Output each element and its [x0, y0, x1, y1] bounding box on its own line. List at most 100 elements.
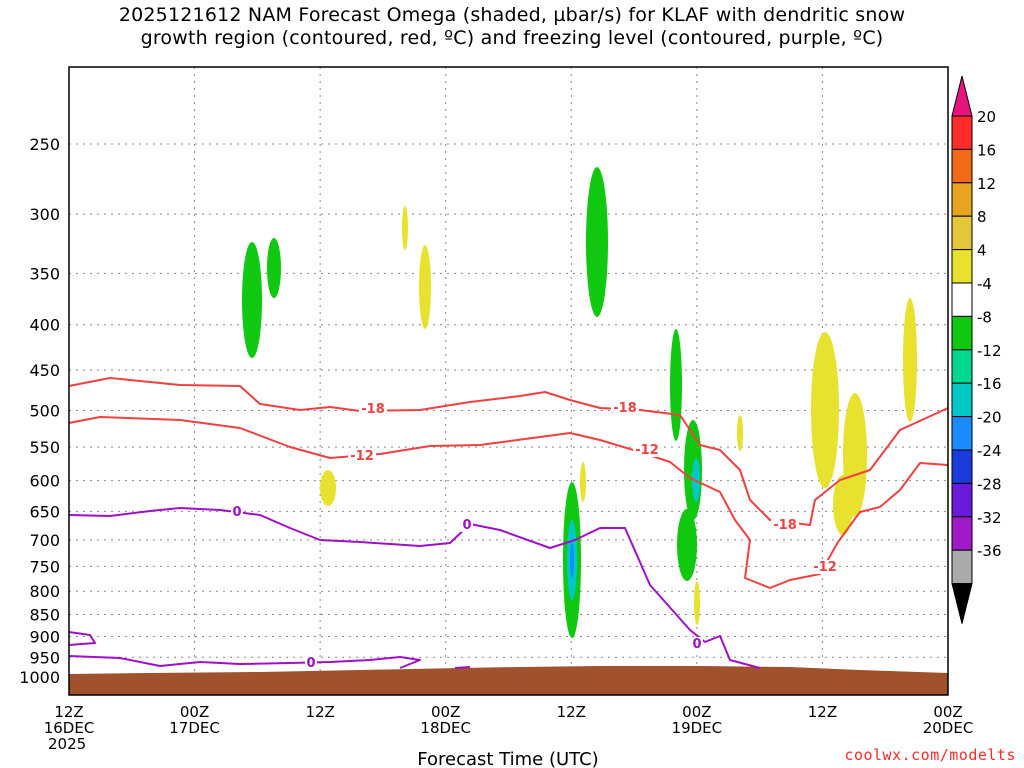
- x-tick-label: 2025: [48, 735, 86, 753]
- omega-blob: [670, 329, 682, 441]
- colorbar-swatch: [951, 482, 973, 518]
- colorbar-swatch: [951, 416, 973, 451]
- omega-blob: [402, 206, 408, 250]
- colorbar-swatch: [951, 449, 973, 484]
- dgz-label-bg: [359, 402, 387, 416]
- dgz-contour-label: -18: [361, 402, 385, 417]
- omega-blob: [242, 242, 262, 358]
- x-tick-label: 18DEC: [420, 719, 471, 737]
- dgz-contour-label: -12: [350, 449, 374, 464]
- colorbar-label: -32: [977, 509, 1002, 527]
- y-tick-label: 650: [29, 502, 60, 521]
- x-tick-label: 12Z: [808, 703, 837, 721]
- colorbar-swatch: [951, 516, 973, 551]
- x-tick-label: 12Z: [54, 703, 83, 721]
- colorbar-swatch: [951, 148, 973, 184]
- colorbar-swatch: [951, 349, 973, 384]
- y-tick-label: 500: [29, 402, 60, 421]
- omega-blob: [694, 581, 700, 625]
- dgz-contour-label: -18: [613, 401, 637, 416]
- x-tick-label: 00Z: [431, 703, 460, 721]
- colorbar-swatch: [951, 115, 973, 150]
- y-tick-label: 550: [29, 438, 60, 457]
- colorbar: 20 16 12 8 4 -4 -8 -12 -16 -20 -24 -28 -32 -36: [951, 75, 1002, 624]
- y-tick-label: 600: [29, 472, 60, 491]
- colorbar-label: -8: [977, 308, 992, 326]
- title-line-2: growth region (contoured, red, ºC) and f…: [140, 27, 884, 49]
- y-tick-label: 1000: [19, 668, 60, 687]
- freezing-label-bg: [305, 656, 317, 670]
- colorbar-label: -36: [977, 542, 1002, 560]
- colorbar-label: -28: [977, 475, 1002, 493]
- contour-labels: -18 -12 -18 -12 -18 -12 0 0 0 0: [231, 401, 839, 671]
- freezing-contour-label: 0: [692, 637, 701, 652]
- colorbar-label: 20: [977, 108, 996, 126]
- omega-blob: [419, 245, 431, 329]
- x-tick-label: 12Z: [557, 703, 586, 721]
- colorbar-swatch: [951, 215, 973, 251]
- x-tick-label: 19DEC: [672, 719, 723, 737]
- y-tick-label: 700: [29, 531, 60, 550]
- freezing-contour-label: 0: [462, 518, 471, 533]
- colorbar-swatch: [951, 315, 973, 351]
- colorbar-swatch: [951, 182, 973, 217]
- omega-blob: [267, 238, 281, 298]
- x-tick-label: 00Z: [682, 703, 711, 721]
- y-tick-label: 300: [29, 205, 60, 224]
- dgz-contour-label: -18: [773, 518, 797, 533]
- plot-background: [69, 67, 948, 695]
- y-tick-label: 400: [29, 316, 60, 335]
- terrain: [69, 666, 948, 695]
- omega-blob: [570, 542, 574, 578]
- omega-blob: [320, 470, 336, 506]
- colorbar-label: 16: [977, 141, 996, 159]
- y-tick-label: 750: [29, 557, 60, 576]
- dgz-label-bg: [771, 518, 799, 532]
- x-tick-label: 00Z: [180, 703, 209, 721]
- omega-blob: [586, 167, 608, 317]
- y-tick-label: 350: [29, 264, 60, 283]
- freezing-contour-label: 0: [306, 656, 315, 671]
- x-tick-label: 16DEC: [44, 719, 95, 737]
- freezing-contour-small: [68, 631, 96, 646]
- chart-title: 2025121612 NAM Forecast Omega (shaded, µ…: [0, 4, 1024, 50]
- omega-blob: [811, 332, 839, 488]
- y-tick-label: 900: [29, 627, 60, 646]
- omega-blob: [737, 415, 743, 451]
- x-tick-label: 00Z: [933, 703, 962, 721]
- colorbar-swatch: [951, 549, 973, 585]
- omega-blob: [677, 509, 697, 581]
- title-line-1: 2025121612 NAM Forecast Omega (shaded, µ…: [118, 4, 906, 26]
- freezing-label-bg: [231, 505, 243, 519]
- colorbar-labels: 20 16 12 8 4 -4 -8 -12 -16 -20 -24 -28 -32 -36: [977, 108, 1002, 560]
- x-axis-title: Forecast Time (UTC): [417, 749, 598, 768]
- dgz-contour-label: -12: [813, 560, 837, 575]
- x-tick-label: 20DEC: [923, 719, 974, 737]
- colorbar-label: -4: [977, 275, 992, 293]
- dgz-contour-minus12: [68, 416, 949, 589]
- freezing-contour-lower: [68, 655, 421, 669]
- omega-blob: [580, 462, 586, 502]
- y-tick-label: 250: [29, 135, 60, 154]
- dgz-label-bg: [633, 443, 661, 457]
- dgz-label-bg: [348, 449, 376, 463]
- omega-blob: [833, 475, 853, 535]
- credit-text: coolwx.com/modelts: [844, 746, 1016, 764]
- freezing-contour-label: 0: [232, 505, 241, 520]
- y-tick-label: 850: [29, 606, 60, 625]
- colorbar-label: 12: [977, 175, 996, 193]
- colorbar-label: -24: [977, 442, 1002, 460]
- colorbar-label: 4: [977, 242, 987, 260]
- dgz-contour-label: -12: [635, 443, 659, 458]
- colorbar-swatch: [951, 382, 973, 418]
- colorbar-swatch: [951, 282, 973, 317]
- y-axis-labels: 250 300 350 400 450 500 550 600 650 700 750 800 850 9…: [19, 135, 60, 687]
- y-tick-label: 950: [29, 648, 60, 667]
- freezing-label-bg: [461, 518, 473, 532]
- colorbar-label: 8: [977, 208, 987, 226]
- omega-blob: [903, 298, 917, 422]
- omega-shading: [242, 167, 917, 638]
- colorbar-label: -16: [977, 375, 1002, 393]
